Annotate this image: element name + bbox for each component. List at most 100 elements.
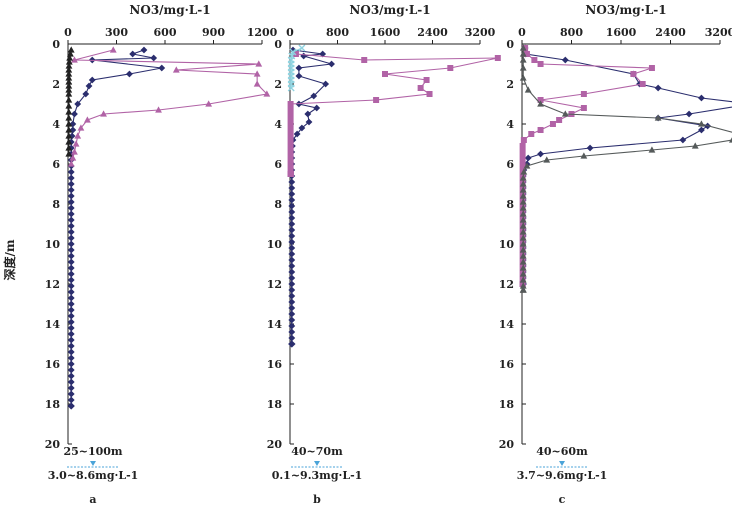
data-point-triangle	[519, 74, 527, 81]
data-point-triangle	[65, 126, 73, 133]
data-point-triangle	[67, 160, 75, 167]
data-point-diamond	[67, 300, 75, 308]
data-point-diamond	[561, 56, 569, 64]
y-tick-label: 8	[52, 198, 60, 211]
data-point-triangle	[728, 137, 732, 143]
data-point-square	[639, 81, 646, 87]
data-point-triangle	[84, 116, 91, 123]
data-point-square	[287, 107, 294, 113]
data-point-triangle	[524, 86, 532, 93]
nitrate-range-label: 0.1~9.3mg·L-1	[272, 469, 363, 482]
series-line	[522, 47, 732, 284]
data-point-diamond	[328, 60, 335, 68]
y-tick-label: 16	[499, 358, 515, 371]
data-point-diamond	[67, 402, 75, 410]
data-point-square	[382, 71, 388, 77]
data-point-triangle	[65, 120, 73, 127]
data-point-square	[531, 57, 538, 63]
data-point-triangle	[691, 142, 699, 149]
data-point-diamond	[67, 282, 75, 290]
data-point-square	[519, 155, 526, 161]
data-point-diamond	[288, 328, 296, 336]
data-point-triangle	[698, 120, 705, 127]
data-point-triangle	[65, 132, 73, 139]
data-point-triangle	[519, 44, 527, 51]
data-point-diamond	[67, 258, 75, 266]
nitrate-range-label: 3.7~9.6mg·L-1	[517, 469, 608, 482]
data-point-diamond	[288, 262, 296, 270]
data-point-diamond	[288, 196, 296, 204]
data-point-triangle	[65, 114, 73, 121]
data-point-cross	[289, 48, 297, 56]
data-point-square	[287, 113, 294, 119]
data-point-square	[537, 61, 544, 67]
data-point-square	[287, 101, 294, 107]
data-point-square	[580, 91, 587, 97]
data-point-diamond	[67, 390, 75, 398]
data-point-square	[519, 143, 526, 149]
data-point-diamond	[67, 234, 75, 242]
data-point-diamond	[679, 136, 687, 144]
data-point-triangle	[65, 108, 73, 115]
y-tick-label: 10	[499, 238, 515, 251]
data-point-triangle	[519, 222, 527, 229]
data-point-diamond	[67, 192, 75, 200]
x-tick-label: 0	[286, 26, 294, 39]
y-tick-label: 4	[274, 118, 282, 131]
data-point-triangle	[71, 148, 78, 155]
data-point-square	[287, 125, 294, 131]
x-tick-label: 0	[518, 26, 526, 39]
data-point-diamond	[295, 72, 303, 80]
data-point-diamond	[67, 210, 75, 218]
data-point-diamond	[67, 336, 75, 344]
data-point-diamond	[288, 256, 296, 264]
data-point-square	[287, 131, 294, 137]
data-point-square	[549, 121, 556, 127]
data-point-diamond	[288, 232, 296, 240]
data-point-square	[519, 167, 526, 173]
data-point-square	[447, 65, 454, 71]
data-point-square	[426, 91, 433, 97]
data-point-triangle	[519, 198, 527, 205]
data-point-diamond	[67, 186, 75, 194]
data-point-diamond	[288, 298, 296, 306]
data-point-square	[523, 51, 530, 57]
data-point-diamond	[67, 306, 75, 314]
data-point-diamond	[288, 268, 296, 276]
water-level-icon	[90, 461, 96, 466]
data-point-diamond	[129, 50, 137, 58]
series-line	[522, 47, 653, 284]
y-tick-label: 16	[45, 358, 61, 371]
data-point-triangle	[519, 50, 527, 57]
data-point-diamond	[67, 204, 75, 212]
data-point-square	[287, 143, 294, 149]
series-line	[522, 48, 732, 290]
data-point-triangle	[519, 56, 527, 63]
data-point-diamond	[288, 322, 296, 330]
data-point-triangle	[520, 168, 528, 175]
data-point-diamond	[85, 82, 93, 90]
data-point-triangle	[65, 150, 73, 157]
data-point-diamond	[150, 54, 158, 62]
data-point-square	[648, 65, 655, 71]
data-point-square	[423, 77, 430, 83]
data-point-diamond	[288, 178, 296, 186]
data-point-diamond	[698, 126, 705, 134]
data-point-diamond	[293, 130, 301, 138]
data-point-triangle	[654, 114, 662, 121]
data-point-triangle	[65, 62, 73, 69]
water-depth-label: 25~100m	[63, 445, 122, 458]
data-point-triangle	[519, 186, 527, 193]
data-point-square	[417, 85, 424, 91]
data-point-triangle	[65, 102, 73, 109]
y-tick-label: 18	[499, 398, 515, 411]
data-point-diamond	[685, 110, 693, 118]
data-point-diamond	[67, 276, 75, 284]
data-point-diamond	[69, 126, 77, 134]
data-point-diamond	[67, 372, 75, 380]
data-point-diamond	[295, 64, 303, 72]
data-point-diamond	[288, 190, 296, 198]
data-point-triangle	[77, 124, 85, 131]
data-point-diamond	[67, 366, 75, 374]
